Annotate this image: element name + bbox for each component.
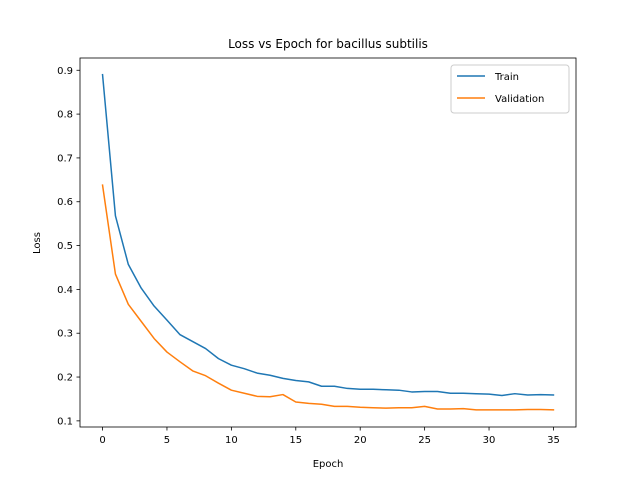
y-tick-label: 0.1 (57, 416, 73, 427)
x-axis-label: Epoch (313, 459, 344, 470)
x-tick-label: 35 (547, 435, 560, 446)
y-axis-label: Loss (32, 232, 43, 254)
series-layer (101, 73, 555, 411)
series-line-validation (101, 184, 555, 411)
x-tick-label: 10 (225, 435, 238, 446)
y-axis: 0.1 0.2 0.3 0.4 0.5 0.6 0.7 0.8 0.9 (57, 66, 80, 427)
y-tick-label: 0.3 (57, 329, 73, 340)
y-tick-label: 0.6 (57, 197, 73, 208)
x-tick-label: 25 (418, 435, 431, 446)
legend-box (450, 64, 570, 114)
chart-title: Loss vs Epoch for bacillus subtilis (228, 37, 428, 51)
x-tick-label: 5 (164, 435, 170, 446)
y-tick-label: 0.8 (57, 110, 73, 121)
x-tick-label: 15 (289, 435, 302, 446)
y-tick-label: 0.2 (57, 373, 73, 384)
y-tick-label: 0.5 (57, 241, 73, 252)
x-tick-label: 20 (354, 435, 367, 446)
legend-label-validation: Validation (495, 94, 544, 105)
x-tick-label: 30 (483, 435, 496, 446)
legend-label-train: Train (494, 72, 519, 83)
y-tick-label: 0.7 (57, 153, 73, 164)
series-line-train (101, 73, 555, 397)
x-axis: 0 5 10 15 20 25 30 35 (99, 427, 560, 446)
x-tick-label: 0 (99, 435, 105, 446)
y-tick-label: 0.4 (57, 285, 73, 296)
y-tick-label: 0.9 (57, 66, 73, 77)
legend: Train Validation (450, 64, 570, 114)
plot-frame (79, 57, 577, 428)
